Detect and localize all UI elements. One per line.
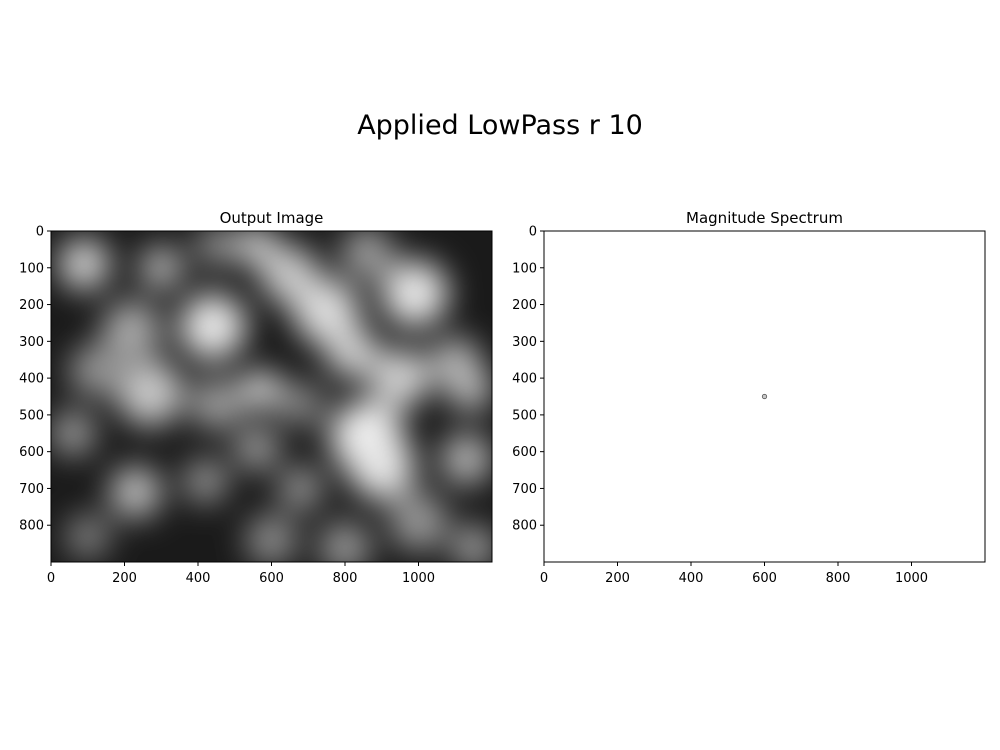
output-image-blob <box>242 370 279 408</box>
output-image-blob <box>69 345 121 397</box>
spectrum-peak-group <box>761 393 768 400</box>
output-image-blob <box>326 326 379 379</box>
output-image-blob <box>65 514 110 559</box>
output-image-blob <box>117 359 184 426</box>
output-image-blob <box>234 425 279 471</box>
output-image-blob <box>381 260 448 327</box>
output-image-blob <box>278 381 323 426</box>
output-image-blob <box>278 466 323 511</box>
output-image-ytick-label: 700 <box>19 482 44 497</box>
magnitude-spectrum-xtick-label: 1000 <box>895 571 928 586</box>
output-image-xtick-label: 600 <box>259 571 284 586</box>
magnitude-spectrum-ytick-label: 500 <box>512 408 537 423</box>
output-image-ytick-label: 600 <box>19 445 44 460</box>
magnitude-spectrum-xtick-label: 800 <box>826 571 851 586</box>
output-image-blob <box>58 238 110 290</box>
output-image-blob <box>389 492 448 551</box>
output-image-blob <box>109 466 162 518</box>
output-image-blob <box>179 293 246 360</box>
magnitude-spectrum-ticks: 0 200 400 600 800 1000 0 100 200 300 400 500 600 700 8… <box>512 225 928 587</box>
output-image-blob <box>196 231 237 266</box>
output-image-blob <box>440 433 492 485</box>
output-image-xtick-label: 1000 <box>402 571 435 586</box>
output-image-blob <box>348 433 415 500</box>
output-image-panel: Output Image 0 200 400 600 800 1000 0 100 200 300… <box>19 209 493 587</box>
output-image-blob <box>370 348 430 408</box>
magnitude-spectrum-ytick-label: 100 <box>512 261 537 276</box>
output-image-blob <box>447 367 492 412</box>
output-image-blob <box>102 300 162 360</box>
magnitude-spectrum-ytick-label: 700 <box>512 482 537 497</box>
output-image-xtick-label: 400 <box>186 571 211 586</box>
spectrum-peak <box>761 393 768 400</box>
magnitude-spectrum-ytick-label: 400 <box>512 372 537 387</box>
magnitude-spectrum-ytick-label: 0 <box>529 225 537 240</box>
output-image-blob <box>190 378 243 430</box>
magnitude-spectrum-xtick-label: 400 <box>679 571 704 586</box>
magnitude-spectrum-ytick-label: 600 <box>512 445 537 460</box>
output-image-ytick-label: 400 <box>19 372 44 387</box>
output-image-ytick-label: 800 <box>19 519 44 534</box>
magnitude-spectrum-xtick-label: 600 <box>752 571 777 586</box>
output-image-ytick-label: 500 <box>19 408 44 423</box>
magnitude-spectrum-ytick-label: 800 <box>512 519 537 534</box>
output-image-title: Output Image <box>220 209 324 227</box>
output-image-plot <box>51 231 492 562</box>
output-image-ytick-label: 0 <box>36 225 44 240</box>
output-image-blob <box>341 231 393 279</box>
magnitude-spectrum-ytick-label: 300 <box>512 335 537 350</box>
magnitude-spectrum-xtick-label: 200 <box>605 571 630 586</box>
output-image-blob <box>51 411 96 456</box>
output-image-blob <box>451 525 492 562</box>
output-image-ytick-label: 300 <box>19 335 44 350</box>
output-image-blob <box>139 245 184 290</box>
magnitude-spectrum-ytick-label: 200 <box>512 298 537 313</box>
figure-title: Applied LowPass r 10 <box>357 110 643 141</box>
output-image-ticks: 0 200 400 600 800 1000 0 100 200 300 400 500 600 700 8… <box>19 225 435 587</box>
output-image-blob <box>319 521 371 562</box>
magnitude-spectrum-xtick-label: 0 <box>540 571 548 586</box>
output-image-blob <box>245 514 298 562</box>
output-image-ytick-label: 100 <box>19 261 44 276</box>
magnitude-spectrum-title: Magnitude Spectrum <box>686 209 843 227</box>
output-image-xtick-label: 200 <box>112 571 137 586</box>
magnitude-spectrum-panel: Magnitude Spectrum 0 200 400 600 800 1000 0 100… <box>512 209 986 587</box>
output-image-xtick-label: 800 <box>333 571 358 586</box>
output-image-blob <box>183 459 228 504</box>
output-image-xtick-label: 0 <box>47 571 55 586</box>
output-image-ytick-label: 200 <box>19 298 44 313</box>
output-image-blobs <box>51 231 492 562</box>
